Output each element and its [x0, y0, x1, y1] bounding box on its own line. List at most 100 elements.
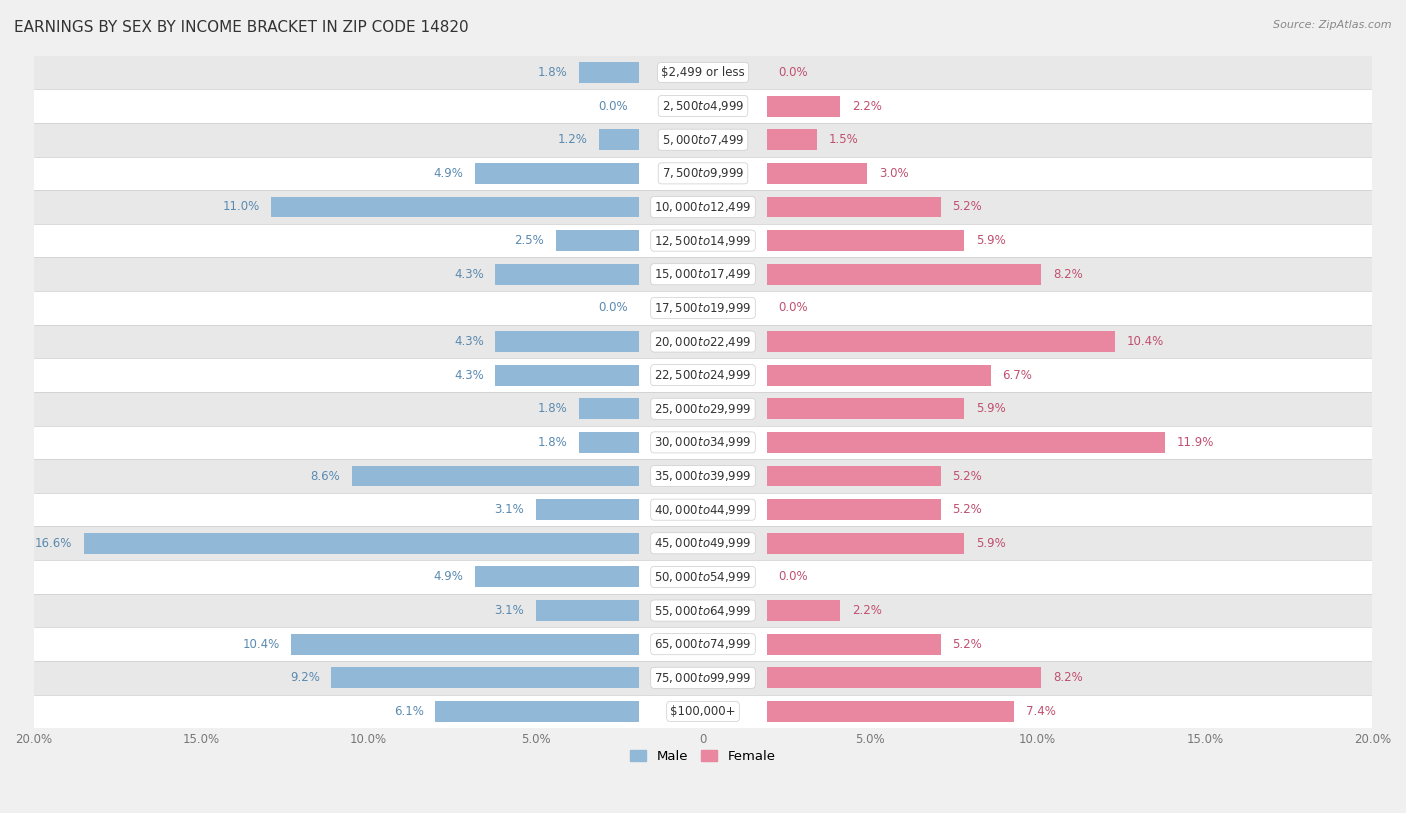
- Text: $50,000 to $54,999: $50,000 to $54,999: [654, 570, 752, 584]
- Bar: [766, 634, 941, 654]
- Text: $100,000+: $100,000+: [671, 705, 735, 718]
- Text: 5.2%: 5.2%: [952, 201, 983, 214]
- Bar: [766, 667, 1040, 689]
- Text: 5.9%: 5.9%: [976, 234, 1005, 247]
- Bar: [766, 197, 941, 217]
- Bar: [352, 466, 640, 486]
- Text: $12,500 to $14,999: $12,500 to $14,999: [654, 233, 752, 248]
- Bar: [436, 701, 640, 722]
- Text: $7,500 to $9,999: $7,500 to $9,999: [662, 167, 744, 180]
- Bar: [475, 163, 640, 184]
- Text: 4.3%: 4.3%: [454, 335, 484, 348]
- Bar: [34, 392, 1372, 425]
- Bar: [766, 96, 841, 116]
- Bar: [766, 365, 991, 385]
- Text: 0.0%: 0.0%: [779, 571, 808, 584]
- Bar: [34, 694, 1372, 728]
- Text: 1.5%: 1.5%: [828, 133, 858, 146]
- Text: 8.2%: 8.2%: [1053, 672, 1083, 685]
- Text: $45,000 to $49,999: $45,000 to $49,999: [654, 537, 752, 550]
- Text: $20,000 to $22,499: $20,000 to $22,499: [654, 334, 752, 349]
- Text: $5,000 to $7,499: $5,000 to $7,499: [662, 133, 744, 146]
- Text: 5.2%: 5.2%: [952, 637, 983, 650]
- Bar: [766, 499, 941, 520]
- Bar: [495, 365, 640, 385]
- Bar: [495, 264, 640, 285]
- Text: 1.8%: 1.8%: [537, 66, 568, 79]
- Text: 5.2%: 5.2%: [952, 470, 983, 483]
- Text: 0.0%: 0.0%: [779, 302, 808, 315]
- Bar: [34, 425, 1372, 459]
- Bar: [495, 331, 640, 352]
- Bar: [34, 258, 1372, 291]
- Bar: [34, 359, 1372, 392]
- Bar: [766, 163, 868, 184]
- Text: 7.4%: 7.4%: [1026, 705, 1056, 718]
- Bar: [555, 230, 640, 251]
- Bar: [766, 331, 1115, 352]
- Text: 8.6%: 8.6%: [311, 470, 340, 483]
- Text: $25,000 to $29,999: $25,000 to $29,999: [654, 402, 752, 415]
- Bar: [34, 123, 1372, 157]
- Bar: [536, 499, 640, 520]
- Text: 4.3%: 4.3%: [454, 368, 484, 381]
- Bar: [271, 197, 640, 217]
- Bar: [34, 190, 1372, 224]
- Bar: [766, 466, 941, 486]
- Text: 5.9%: 5.9%: [976, 537, 1005, 550]
- Text: $22,500 to $24,999: $22,500 to $24,999: [654, 368, 752, 382]
- Bar: [291, 634, 640, 654]
- Bar: [579, 62, 640, 83]
- Text: 11.9%: 11.9%: [1177, 436, 1213, 449]
- Text: $10,000 to $12,499: $10,000 to $12,499: [654, 200, 752, 214]
- Bar: [34, 661, 1372, 694]
- Bar: [536, 600, 640, 621]
- Text: $75,000 to $99,999: $75,000 to $99,999: [654, 671, 752, 685]
- Bar: [579, 432, 640, 453]
- Bar: [475, 567, 640, 587]
- Bar: [332, 667, 640, 689]
- Text: 6.7%: 6.7%: [1002, 368, 1032, 381]
- Bar: [34, 324, 1372, 359]
- Text: 0.0%: 0.0%: [598, 100, 627, 112]
- Text: $15,000 to $17,499: $15,000 to $17,499: [654, 267, 752, 281]
- Bar: [766, 264, 1040, 285]
- Text: 1.8%: 1.8%: [537, 402, 568, 415]
- Bar: [34, 291, 1372, 324]
- Text: 16.6%: 16.6%: [35, 537, 72, 550]
- Text: $17,500 to $19,999: $17,500 to $19,999: [654, 301, 752, 315]
- Text: 4.9%: 4.9%: [434, 167, 464, 180]
- Text: 2.2%: 2.2%: [852, 604, 882, 617]
- Text: $2,499 or less: $2,499 or less: [661, 66, 745, 79]
- Bar: [84, 533, 640, 554]
- Text: 1.8%: 1.8%: [537, 436, 568, 449]
- Text: 10.4%: 10.4%: [242, 637, 280, 650]
- Bar: [766, 600, 841, 621]
- Bar: [766, 533, 965, 554]
- Text: 3.1%: 3.1%: [494, 503, 524, 516]
- Text: $65,000 to $74,999: $65,000 to $74,999: [654, 637, 752, 651]
- Bar: [34, 55, 1372, 89]
- Text: 0.0%: 0.0%: [779, 66, 808, 79]
- Bar: [599, 129, 640, 150]
- Text: 4.9%: 4.9%: [434, 571, 464, 584]
- Bar: [34, 89, 1372, 123]
- Text: 5.9%: 5.9%: [976, 402, 1005, 415]
- Text: $2,500 to $4,999: $2,500 to $4,999: [662, 99, 744, 113]
- Text: 9.2%: 9.2%: [290, 672, 319, 685]
- Legend: Male, Female: Male, Female: [626, 746, 780, 769]
- Bar: [34, 224, 1372, 258]
- Bar: [34, 628, 1372, 661]
- Bar: [766, 230, 965, 251]
- Text: 0.0%: 0.0%: [598, 302, 627, 315]
- Bar: [766, 129, 817, 150]
- Text: 5.2%: 5.2%: [952, 503, 983, 516]
- Text: 1.2%: 1.2%: [558, 133, 588, 146]
- Bar: [34, 593, 1372, 628]
- Bar: [34, 459, 1372, 493]
- Bar: [766, 432, 1166, 453]
- Bar: [579, 398, 640, 420]
- Text: 8.2%: 8.2%: [1053, 267, 1083, 280]
- Text: $35,000 to $39,999: $35,000 to $39,999: [654, 469, 752, 483]
- Text: $55,000 to $64,999: $55,000 to $64,999: [654, 603, 752, 618]
